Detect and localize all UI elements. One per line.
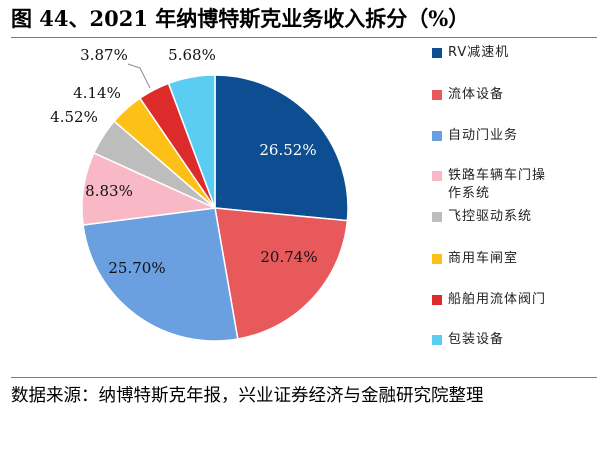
slice-value-label: 4.52% bbox=[50, 108, 98, 126]
legend-swatch bbox=[432, 335, 442, 345]
legend-item-railway-door: 铁路车辆车门操作系统 bbox=[432, 167, 558, 203]
legend-item-fluid-equipment: 流体设备 bbox=[432, 86, 578, 104]
figure-title: 图 44、2021 年纳博特斯克业务收入拆分（%） bbox=[11, 6, 470, 31]
title-divider bbox=[11, 37, 597, 38]
legend-label: 船舶用流体阀门 bbox=[448, 292, 547, 307]
legend-swatch bbox=[432, 131, 442, 141]
slice-value-label: 8.83% bbox=[85, 182, 133, 200]
source-note: 数据来源：纳博特斯克年报，兴业证券经济与金融研究院整理 bbox=[11, 386, 484, 406]
legend-item-automatic-door: 自动门业务 bbox=[432, 127, 578, 145]
pie-slice-8 bbox=[167, 74, 216, 209]
legend-label: 自动门业务 bbox=[448, 128, 519, 143]
legend-label: 包装设备 bbox=[448, 332, 505, 347]
legend-swatch bbox=[432, 171, 442, 181]
slice-value-label: 3.87% bbox=[80, 46, 128, 64]
slice-labels: 26.52% 20.74% 25.70% 8.83% 4.52% 4.14% 3.87% 5.… bbox=[50, 46, 317, 277]
pie-chart: 26.52% 20.74% 25.70% 8.83% 4.52% 4.14% 3.87% 5.… bbox=[50, 46, 349, 342]
pie-slice-1 bbox=[214, 74, 349, 222]
slice-value-label: 25.70% bbox=[108, 259, 165, 277]
slice-value-label: 5.68% bbox=[168, 46, 216, 64]
legend-label: 流体设备 bbox=[448, 87, 505, 102]
slice-value-label: 20.74% bbox=[260, 248, 317, 266]
legend-item-commercial-vehicle: 商用车闸室 bbox=[432, 250, 578, 268]
slice-value-label: 4.14% bbox=[73, 84, 121, 102]
legend-swatch bbox=[432, 90, 442, 100]
legend-label: RV减速机 bbox=[448, 45, 510, 60]
pie-slices bbox=[81, 74, 349, 342]
pie-slice-3 bbox=[82, 207, 239, 342]
legend-swatch bbox=[432, 254, 442, 264]
legend-label: 飞控驱动系统 bbox=[448, 209, 533, 224]
legend-swatch bbox=[432, 295, 442, 305]
legend-swatch bbox=[432, 212, 442, 222]
pie-slice-2 bbox=[214, 207, 349, 340]
leader-line bbox=[127, 63, 151, 89]
leader-lines bbox=[127, 63, 151, 89]
legend-swatch bbox=[432, 48, 442, 58]
legend-item-marine-valve: 船舶用流体阀门 bbox=[432, 291, 578, 309]
slice-value-label: 26.52% bbox=[259, 141, 316, 159]
source-divider bbox=[11, 377, 597, 378]
legend-label: 商用车闸室 bbox=[448, 251, 519, 266]
legend-item-rv-reducer: RV减速机 bbox=[432, 44, 578, 62]
legend-item-flight-control: 飞控驱动系统 bbox=[432, 208, 578, 226]
legend-label: 铁路车辆车门操作系统 bbox=[448, 168, 547, 201]
legend-item-packaging: 包装设备 bbox=[432, 331, 578, 349]
